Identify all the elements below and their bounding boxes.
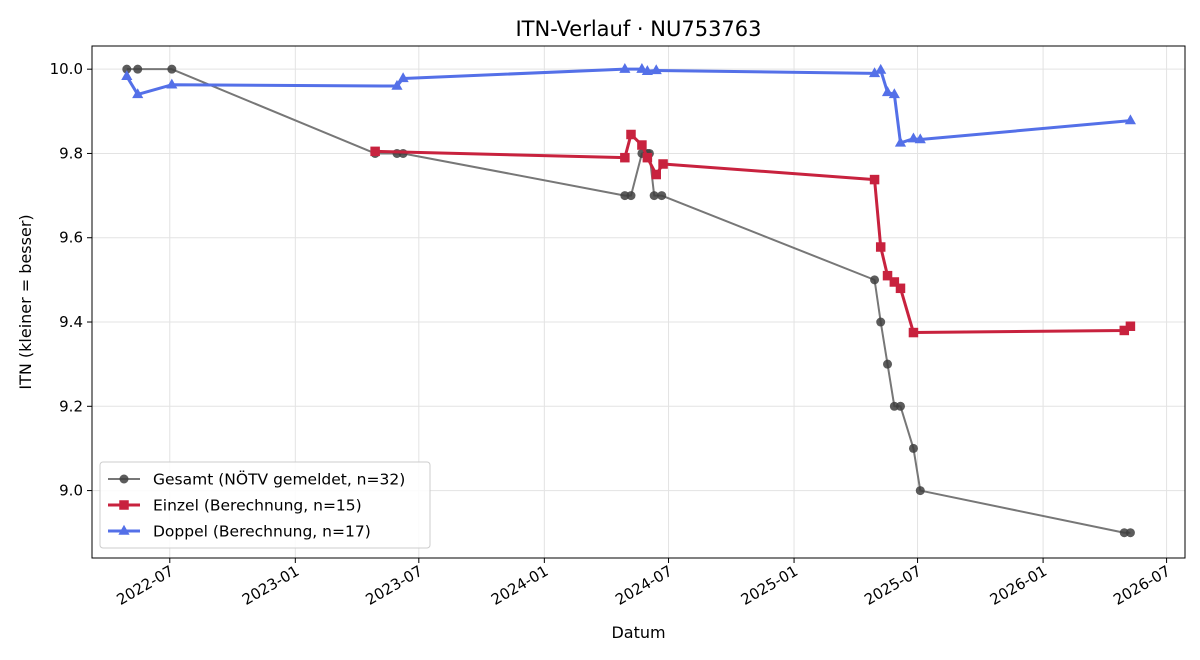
series-2 <box>121 62 1136 147</box>
chart-title: ITN-Verlauf · NU753763 <box>515 17 761 41</box>
y-tick-label: 9.6 <box>59 229 83 247</box>
data-point <box>122 64 132 74</box>
legend-label: Gesamt (NÖTV gemeldet, n=32) <box>153 470 405 489</box>
data-point <box>881 86 894 97</box>
data-point <box>876 317 886 327</box>
data-point <box>1119 325 1130 336</box>
data-point <box>642 152 653 163</box>
data-point <box>370 146 380 157</box>
series-layer <box>121 62 1136 538</box>
data-point <box>637 140 647 150</box>
data-point <box>121 70 133 81</box>
data-point <box>895 283 906 294</box>
legend-label: Einzel (Berechnung, n=15) <box>153 497 362 515</box>
data-point <box>1125 528 1135 538</box>
data-point <box>619 62 631 73</box>
data-point <box>166 78 178 89</box>
data-point <box>650 64 662 75</box>
y-axis-title: ITN (kleiner = besser) <box>16 214 35 389</box>
data-point <box>133 64 143 74</box>
legend: Gesamt (NÖTV gemeldet, n=32) Einzel (Bere… <box>99 461 431 549</box>
legend-label: Doppel (Berechnung, n=17) <box>153 523 371 541</box>
data-point <box>883 359 893 369</box>
data-point <box>869 174 880 185</box>
data-point <box>870 275 880 285</box>
y-tick-label: 9.2 <box>59 397 83 415</box>
data-point <box>908 327 919 338</box>
data-point <box>882 270 893 281</box>
data-point <box>167 64 177 74</box>
data-point <box>875 242 886 252</box>
x-axis-title: Datum <box>611 623 665 642</box>
data-point <box>875 63 887 74</box>
data-point <box>658 159 668 169</box>
y-tick-label: 9.0 <box>59 482 83 500</box>
data-point <box>895 401 905 411</box>
y-tick-label: 9.8 <box>59 144 83 162</box>
data-point <box>907 132 920 143</box>
data-point <box>626 191 636 201</box>
data-point <box>657 191 667 201</box>
data-point <box>397 72 409 83</box>
data-point <box>641 65 653 76</box>
data-point <box>651 169 661 180</box>
legend-swatch-marker <box>119 500 129 510</box>
data-point <box>888 88 900 99</box>
legend-box <box>99 461 431 549</box>
plot-frame <box>91 45 1186 559</box>
y-axis-ticks: 9.0 9.2 9.4 9.6 9.8 10.0 <box>50 60 92 500</box>
data-point <box>1124 114 1136 125</box>
legend-swatch-marker <box>119 474 129 484</box>
y-tick-label: 10.0 <box>50 60 83 78</box>
series-1 <box>370 129 1136 338</box>
data-point <box>915 486 925 496</box>
data-point <box>391 79 403 90</box>
data-point <box>132 88 144 99</box>
data-point <box>649 191 659 201</box>
data-point <box>908 443 918 453</box>
data-point <box>889 277 900 287</box>
data-point <box>1125 321 1136 331</box>
data-point <box>894 136 907 147</box>
data-point <box>914 133 926 144</box>
legend-swatch-marker <box>118 524 130 535</box>
data-point <box>626 129 636 140</box>
data-point <box>868 67 881 78</box>
data-point <box>620 152 630 163</box>
y-tick-label: 9.4 <box>59 313 83 331</box>
